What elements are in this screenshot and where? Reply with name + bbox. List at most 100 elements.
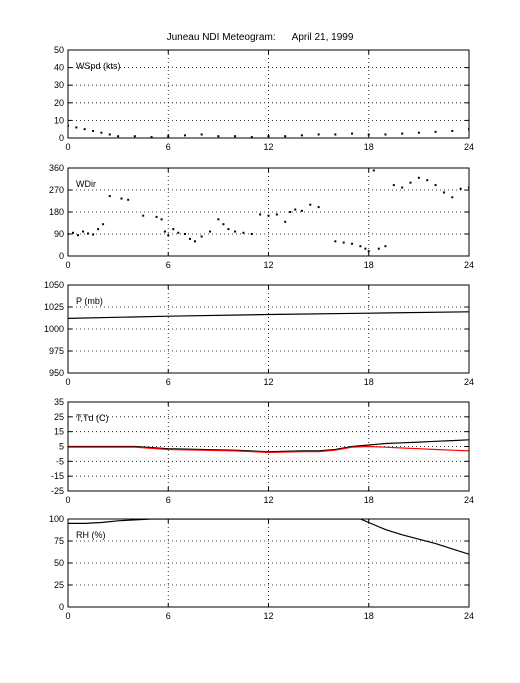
- y-tick-label: 360: [49, 163, 64, 173]
- panel-4: 0 6 12 18 24 -25 -15 -5 5 15 25 35 T,Td (C): [51, 397, 474, 505]
- data-point: [417, 131, 420, 134]
- data-point: [133, 135, 136, 138]
- x-tick-label: 6: [166, 377, 171, 387]
- y-tick-label: 950: [49, 368, 64, 378]
- data-point: [242, 231, 245, 234]
- data-point: [92, 233, 95, 236]
- data-point: [289, 211, 292, 213]
- data-point: [172, 228, 175, 231]
- x-tick-label: 24: [464, 142, 474, 152]
- data-point: [120, 197, 123, 200]
- x-tick-label: 12: [263, 611, 273, 621]
- y-tick-label: 25: [54, 580, 64, 590]
- x-tick-label: 12: [263, 260, 273, 270]
- y-tick-label: 25: [54, 412, 64, 422]
- x-tick-label: 24: [464, 377, 474, 387]
- y-tick-label: 1000: [44, 324, 64, 334]
- data-point: [217, 218, 220, 221]
- panel-label: T,Td (C): [76, 413, 109, 423]
- series-line-2: [68, 445, 469, 454]
- x-tick-label: 18: [364, 611, 374, 621]
- data-point: [351, 242, 354, 245]
- y-tick-label: 20: [54, 98, 64, 108]
- data-point: [250, 233, 253, 235]
- data-point: [160, 218, 163, 221]
- data-point: [300, 209, 303, 212]
- x-tick-label: 0: [65, 495, 70, 505]
- x-tick-label: 12: [263, 495, 273, 505]
- data-point: [384, 245, 387, 248]
- x-tick-label: 18: [364, 142, 374, 152]
- panel-label: RH (%): [76, 530, 106, 540]
- x-tick-label: 0: [65, 260, 70, 270]
- data-point: [92, 129, 95, 132]
- y-tick-label: 1025: [44, 302, 64, 312]
- y-tick-label: 90: [54, 229, 64, 239]
- axes-frame: [67, 401, 470, 492]
- y-tick-label: 35: [54, 397, 64, 407]
- data-point: [83, 128, 86, 131]
- data-point: [317, 133, 320, 136]
- y-tick-label: 270: [49, 185, 64, 195]
- x-tick-label: 18: [364, 260, 374, 270]
- data-point: [300, 134, 303, 137]
- y-tick-label: -15: [51, 471, 64, 481]
- data-point: [267, 135, 270, 138]
- panel-label: WSpd (kts): [76, 61, 121, 71]
- y-tick-label: 0: [59, 602, 64, 612]
- x-tick-label: 24: [464, 260, 474, 270]
- data-point: [75, 126, 78, 129]
- x-tick-label: 6: [166, 142, 171, 152]
- panel-1: 0 6 12 18 24 0 10 20 30 40 50 WSpd (kts): [54, 45, 474, 152]
- x-tick-label: 24: [464, 495, 474, 505]
- data-point: [177, 231, 180, 234]
- x-tick-label: 18: [364, 377, 374, 387]
- data-point: [209, 230, 212, 233]
- y-tick-label: 75: [54, 536, 64, 546]
- data-point: [100, 131, 103, 134]
- y-tick-label: 40: [54, 63, 64, 73]
- data-point: [284, 220, 287, 223]
- series-line-1: [68, 311, 469, 319]
- data-point: [77, 234, 80, 237]
- data-point: [401, 186, 404, 189]
- data-point: [108, 195, 111, 198]
- y-tick-label: 180: [49, 207, 64, 217]
- data-point: [150, 136, 153, 138]
- x-tick-label: 24: [464, 611, 474, 621]
- y-tick-label: 15: [54, 427, 64, 437]
- y-tick-label: -5: [56, 456, 64, 466]
- data-point: [351, 132, 354, 135]
- axes-frame: [67, 49, 470, 139]
- data-point: [317, 206, 320, 209]
- x-tick-label: 12: [263, 377, 273, 387]
- panel-3: 0 6 12 18 24 950 975 1000 1025 1050 P (mb): [44, 280, 474, 387]
- data-point: [284, 135, 287, 138]
- series-line-1: [68, 439, 469, 453]
- data-point: [267, 214, 270, 217]
- y-tick-label: 975: [49, 346, 64, 356]
- x-tick-label: 18: [364, 495, 374, 505]
- x-tick-label: 6: [166, 260, 171, 270]
- data-point: [102, 223, 105, 226]
- data-point: [82, 230, 85, 233]
- data-point: [163, 230, 166, 233]
- data-point: [167, 135, 170, 138]
- data-point: [434, 130, 437, 133]
- data-point: [309, 203, 312, 206]
- panel-label: P (mb): [76, 296, 103, 306]
- data-point: [426, 179, 429, 182]
- data-point: [108, 133, 111, 136]
- data-point: [72, 231, 75, 234]
- data-point: [193, 240, 196, 243]
- data-point: [222, 223, 225, 226]
- data-point: [434, 184, 437, 187]
- data-point: [259, 213, 262, 216]
- data-point: [451, 196, 454, 199]
- data-point: [417, 176, 420, 179]
- axes-frame: [67, 284, 470, 374]
- series-line-1: [68, 519, 469, 555]
- data-point: [367, 133, 370, 136]
- data-point: [87, 232, 90, 235]
